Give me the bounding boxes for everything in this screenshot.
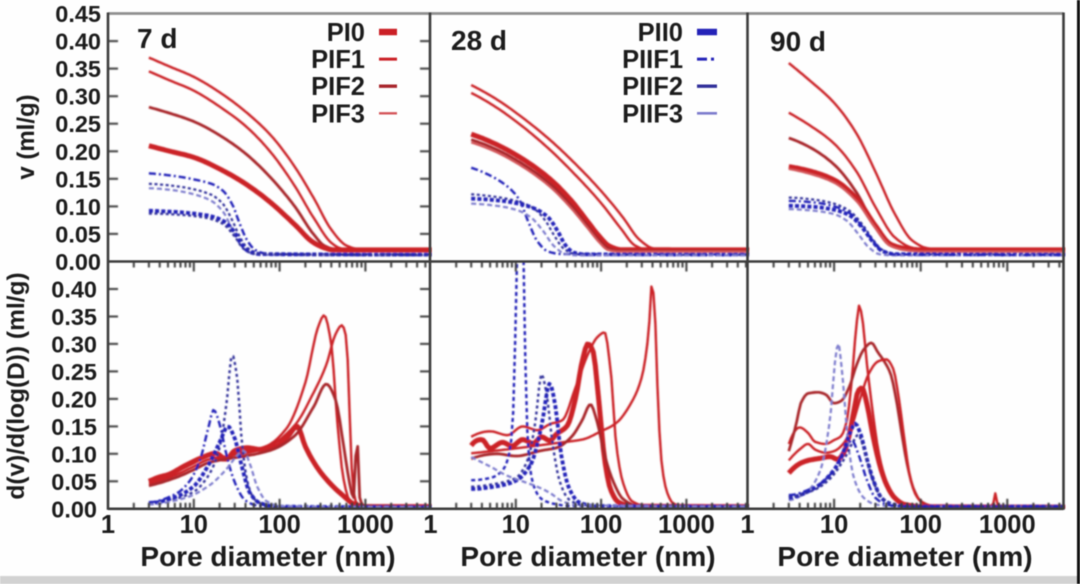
svg-text:d(v)/d(log(D)) (ml/g): d(v)/d(log(D)) (ml/g)	[3, 272, 30, 499]
svg-text:0.30: 0.30	[55, 84, 101, 110]
svg-text:PIF1: PIF1	[311, 46, 365, 74]
svg-text:10: 10	[180, 511, 208, 539]
svg-text:Pore diameter (nm): Pore diameter (nm)	[460, 541, 715, 572]
svg-text:100: 100	[899, 511, 942, 539]
svg-text:PI0: PI0	[327, 19, 365, 47]
svg-text:PIIF3: PIIF3	[622, 100, 683, 128]
svg-text:0.45: 0.45	[55, 1, 101, 27]
svg-text:0.20: 0.20	[55, 139, 101, 165]
svg-text:10: 10	[502, 511, 530, 539]
svg-text:0.35: 0.35	[55, 56, 101, 82]
svg-text:PIF3: PIF3	[311, 100, 365, 128]
svg-text:0.35: 0.35	[51, 304, 97, 330]
svg-text:0.10: 0.10	[51, 441, 97, 467]
svg-text:PIIF2: PIIF2	[622, 73, 683, 101]
svg-text:v (ml/g): v (ml/g)	[13, 94, 40, 179]
svg-text:0.15: 0.15	[55, 166, 101, 192]
svg-text:0.00: 0.00	[55, 249, 101, 275]
svg-text:10: 10	[820, 511, 848, 539]
svg-text:1000: 1000	[979, 511, 1036, 539]
svg-text:0.00: 0.00	[51, 496, 97, 522]
svg-text:0.10: 0.10	[55, 194, 101, 220]
svg-text:28 d: 28 d	[451, 25, 507, 56]
svg-text:1000: 1000	[337, 511, 394, 539]
svg-text:1: 1	[740, 511, 754, 539]
svg-text:0.05: 0.05	[55, 221, 101, 247]
svg-text:Pore diameter (nm): Pore diameter (nm)	[777, 541, 1032, 572]
svg-text:Pore diameter (nm): Pore diameter (nm)	[140, 541, 395, 572]
svg-text:0.05: 0.05	[51, 469, 97, 495]
svg-text:0.30: 0.30	[51, 331, 97, 357]
svg-text:PIF2: PIF2	[311, 73, 365, 101]
svg-text:0.25: 0.25	[55, 111, 101, 137]
svg-text:0.15: 0.15	[51, 414, 97, 440]
svg-text:100: 100	[258, 511, 301, 539]
svg-text:0.40: 0.40	[51, 276, 97, 302]
svg-text:90 d: 90 d	[770, 26, 826, 57]
svg-text:1: 1	[101, 511, 115, 539]
svg-text:PII0: PII0	[638, 19, 683, 47]
svg-text:0.20: 0.20	[51, 386, 97, 412]
svg-text:0.40: 0.40	[55, 29, 101, 55]
svg-text:7 d: 7 d	[137, 23, 177, 54]
svg-text:PIIF1: PIIF1	[622, 46, 683, 74]
svg-text:1000: 1000	[658, 511, 715, 539]
svg-text:100: 100	[580, 511, 623, 539]
svg-text:1: 1	[423, 511, 437, 539]
svg-text:0.25: 0.25	[51, 359, 97, 385]
